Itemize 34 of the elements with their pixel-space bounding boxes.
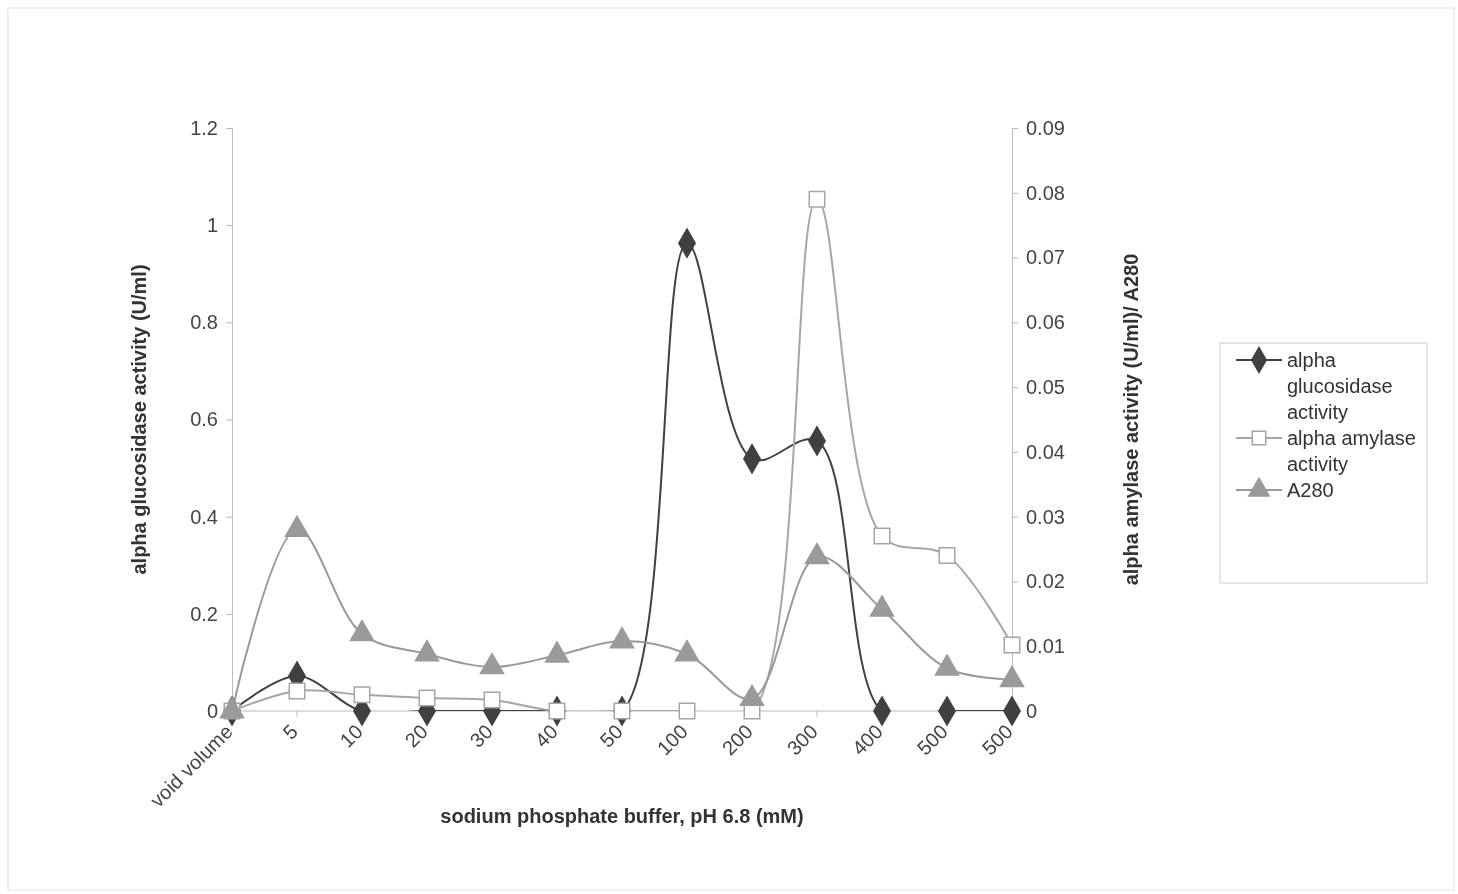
y2-tick-label: 0.04 bbox=[1026, 440, 1065, 463]
x-tick-label: 10 bbox=[335, 720, 367, 752]
x-tick-label: 30 bbox=[465, 720, 497, 752]
x-tick-label: 100 bbox=[652, 720, 692, 760]
y2-tick-label: 0.08 bbox=[1026, 181, 1065, 204]
y-tick-label: 1 bbox=[206, 214, 218, 237]
y2-tick-label: 0 bbox=[1026, 699, 1038, 722]
x-tick-label: 20 bbox=[400, 720, 432, 752]
y-tick-label: 0.4 bbox=[190, 505, 218, 528]
y-axis-title: alpha glucosidase activity (U/ml) bbox=[128, 264, 150, 575]
x-tick-label: 400 bbox=[847, 720, 887, 760]
y2-tick-label: 0.06 bbox=[1026, 311, 1065, 334]
y-tick-label: 0 bbox=[206, 699, 218, 722]
y-tick-label: 0.8 bbox=[190, 311, 218, 334]
y2-tick-label: 0.09 bbox=[1026, 116, 1065, 139]
y2-tick-label: 0.02 bbox=[1026, 570, 1065, 593]
legend-label: alpha amylase activity bbox=[1287, 427, 1416, 475]
legend-label: A280 bbox=[1287, 479, 1334, 501]
y-tick-label: 0.6 bbox=[190, 408, 218, 431]
x-tick-label: 5 bbox=[278, 720, 302, 744]
y2-tick-label: 0.07 bbox=[1026, 246, 1065, 269]
x-tick-label: 50 bbox=[595, 720, 627, 752]
y2-tick-label: 0.03 bbox=[1026, 505, 1065, 528]
x-tick-label: 500 bbox=[912, 720, 952, 760]
y2-axis-title: alpha amylase activity (U/ml)/ A280 bbox=[1120, 253, 1142, 586]
y-tick-label: 0.2 bbox=[190, 602, 218, 625]
x-tick-label: 500 bbox=[977, 720, 1017, 760]
y2-tick-label: 0.01 bbox=[1026, 635, 1065, 658]
y-tick-label: 1.2 bbox=[190, 116, 218, 139]
x-tick-label: 40 bbox=[530, 720, 562, 752]
x-tick-label: 300 bbox=[782, 720, 822, 760]
x-tick-label: 200 bbox=[717, 720, 757, 760]
x-axis-title: sodium phosphate buffer, pH 6.8 (mM) bbox=[440, 805, 804, 827]
y2-tick-label: 0.05 bbox=[1026, 376, 1065, 399]
